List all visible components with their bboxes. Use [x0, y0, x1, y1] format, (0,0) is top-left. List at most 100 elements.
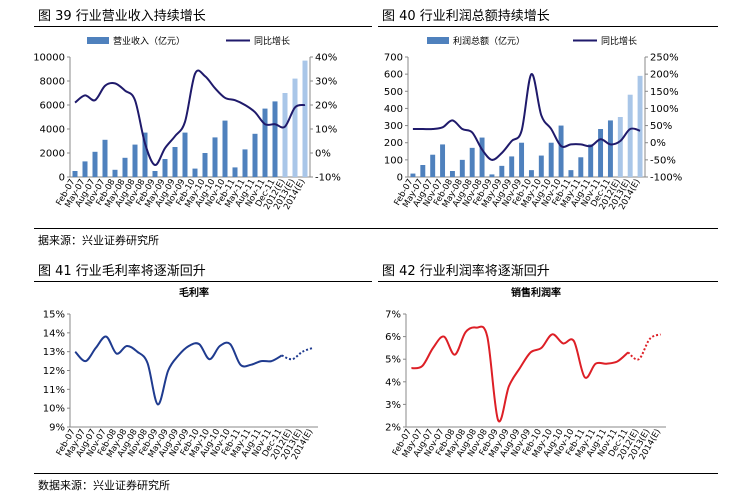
c39-bar — [302, 60, 308, 177]
c40-bar — [469, 147, 475, 177]
c40-bar — [528, 170, 534, 177]
c40-y-tick-label: 500 — [384, 87, 403, 98]
c41-chart-title: 毛利率 — [179, 286, 209, 299]
fig39-top-rule — [34, 26, 372, 27]
c42-y-tick-label: 5% — [385, 355, 401, 366]
c40-bar — [548, 142, 554, 177]
c40-bar — [558, 125, 564, 177]
c40-bar — [607, 120, 613, 177]
c39-legend-bar-label: 营业收入（亿元） — [113, 35, 185, 47]
c42-y-tick-label: 7% — [385, 310, 401, 321]
c40-bar — [489, 174, 495, 177]
c39-bar — [92, 151, 98, 177]
c40-y2-tick-label: -50% — [650, 155, 676, 166]
c39-y-tick-label: 6000 — [40, 101, 65, 112]
c41-y-tick-label: 14% — [43, 328, 65, 339]
c39-y-tick-label: 4000 — [40, 125, 65, 136]
fig42-top-rule — [378, 281, 718, 282]
c42-series-line — [411, 325, 629, 423]
c41-y-tick-label: 15% — [43, 310, 65, 321]
c40-bar — [420, 165, 426, 177]
c40-legend-line-label: 同比增长 — [601, 35, 637, 47]
c39-bar — [202, 153, 208, 177]
c39-y2-tick-label: 10% — [315, 125, 337, 136]
c40-bar — [479, 137, 485, 177]
c40-bar — [568, 170, 574, 177]
c39-bar — [232, 167, 238, 177]
c39-growth-line — [74, 69, 306, 166]
c41-y-tick-label: 9% — [49, 423, 65, 434]
c39-bar — [132, 144, 138, 177]
c42-chart-title: 销售利润率 — [511, 286, 561, 299]
c40-bar — [410, 173, 416, 177]
c40-bar — [430, 154, 436, 177]
c42-y-tick-label: 3% — [385, 400, 401, 411]
c39-bar — [172, 147, 178, 177]
c39-y2-tick-label: 30% — [315, 77, 337, 88]
c40-y-tick-label: 700 — [384, 53, 403, 64]
c39-bar — [192, 168, 198, 177]
c39-bar — [72, 171, 78, 177]
source-note-bottom: 数据来源：兴业证券研究所 — [38, 479, 170, 492]
c39-bar — [242, 149, 248, 177]
c41-y-tick-label: 11% — [43, 385, 65, 396]
c40-bar — [519, 142, 525, 177]
c42-y-tick-label: 2% — [385, 423, 401, 434]
c40-y-tick-label: 300 — [384, 121, 403, 132]
c40-y-tick-label: 0 — [397, 173, 403, 184]
fig41-top-rule — [34, 281, 372, 282]
source-note-top: 据来源：兴业证券研究所 — [38, 234, 159, 247]
c39-bar — [122, 157, 128, 177]
c40-y2-tick-label: 150% — [650, 87, 679, 98]
c40-y-tick-label: 200 — [384, 138, 403, 149]
c40-bar — [578, 157, 584, 177]
c39-bar — [252, 133, 258, 177]
c40-y-tick-label: 400 — [384, 104, 403, 115]
c40-legend-bar-label: 利润总额（亿元） — [453, 35, 525, 47]
c39-y-tick-label: 2000 — [40, 149, 65, 160]
c39-bar — [182, 132, 188, 177]
c40-y2-tick-label: 50% — [650, 121, 672, 132]
c39-bar — [102, 139, 108, 177]
c40-bar — [598, 129, 604, 177]
c40-y2-tick-label: 100% — [650, 104, 679, 115]
c40-bar — [538, 155, 544, 177]
c42-y-tick-label: 6% — [385, 332, 401, 343]
c39-y2-tick-label: 0% — [315, 149, 331, 160]
c40-bar — [509, 156, 515, 177]
c40-bar — [459, 159, 465, 177]
c40-bar — [440, 144, 446, 177]
c41-series-line — [74, 335, 283, 406]
c39-legend-line-label: 同比增长 — [254, 35, 290, 47]
c39-y2-tick-label: -10% — [315, 173, 341, 184]
c40-y2-tick-label: 0% — [650, 138, 666, 149]
c39-bar — [212, 137, 218, 177]
fig41-title: 图 41 行业毛利率将逐渐回升 — [38, 264, 206, 279]
c39-y-tick-label: 8000 — [40, 77, 65, 88]
fig40-top-rule — [378, 26, 718, 27]
c40-y2-tick-label: -100% — [650, 173, 682, 184]
c39-legend-bar-swatch — [87, 37, 109, 44]
c39-bar — [152, 171, 158, 177]
source-bottom-rule — [34, 473, 718, 474]
c39-bar — [272, 101, 278, 177]
c40-bar — [627, 94, 633, 177]
fig42-title: 图 42 行业利润率将逐渐回升 — [382, 264, 550, 279]
fig40-title: 图 40 行业利润总额持续增长 — [382, 9, 550, 24]
c39-y-tick-label: 10000 — [33, 53, 65, 64]
c39-bar — [282, 93, 288, 177]
c39-bar — [222, 120, 228, 177]
c42-y-tick-label: 4% — [385, 377, 401, 388]
c39-bar — [112, 169, 118, 177]
c39-bar — [292, 78, 298, 177]
c41-forecast-line — [281, 346, 314, 361]
c39-bar — [142, 132, 148, 177]
c39-y2-tick-label: 20% — [315, 101, 337, 112]
c40-bar — [499, 165, 505, 177]
c41-y-tick-label: 10% — [43, 404, 65, 415]
c39-bar — [82, 161, 88, 177]
c41-y-tick-label: 13% — [43, 347, 65, 358]
source-top-rule — [34, 228, 718, 229]
c39-y2-tick-label: 40% — [315, 53, 337, 64]
